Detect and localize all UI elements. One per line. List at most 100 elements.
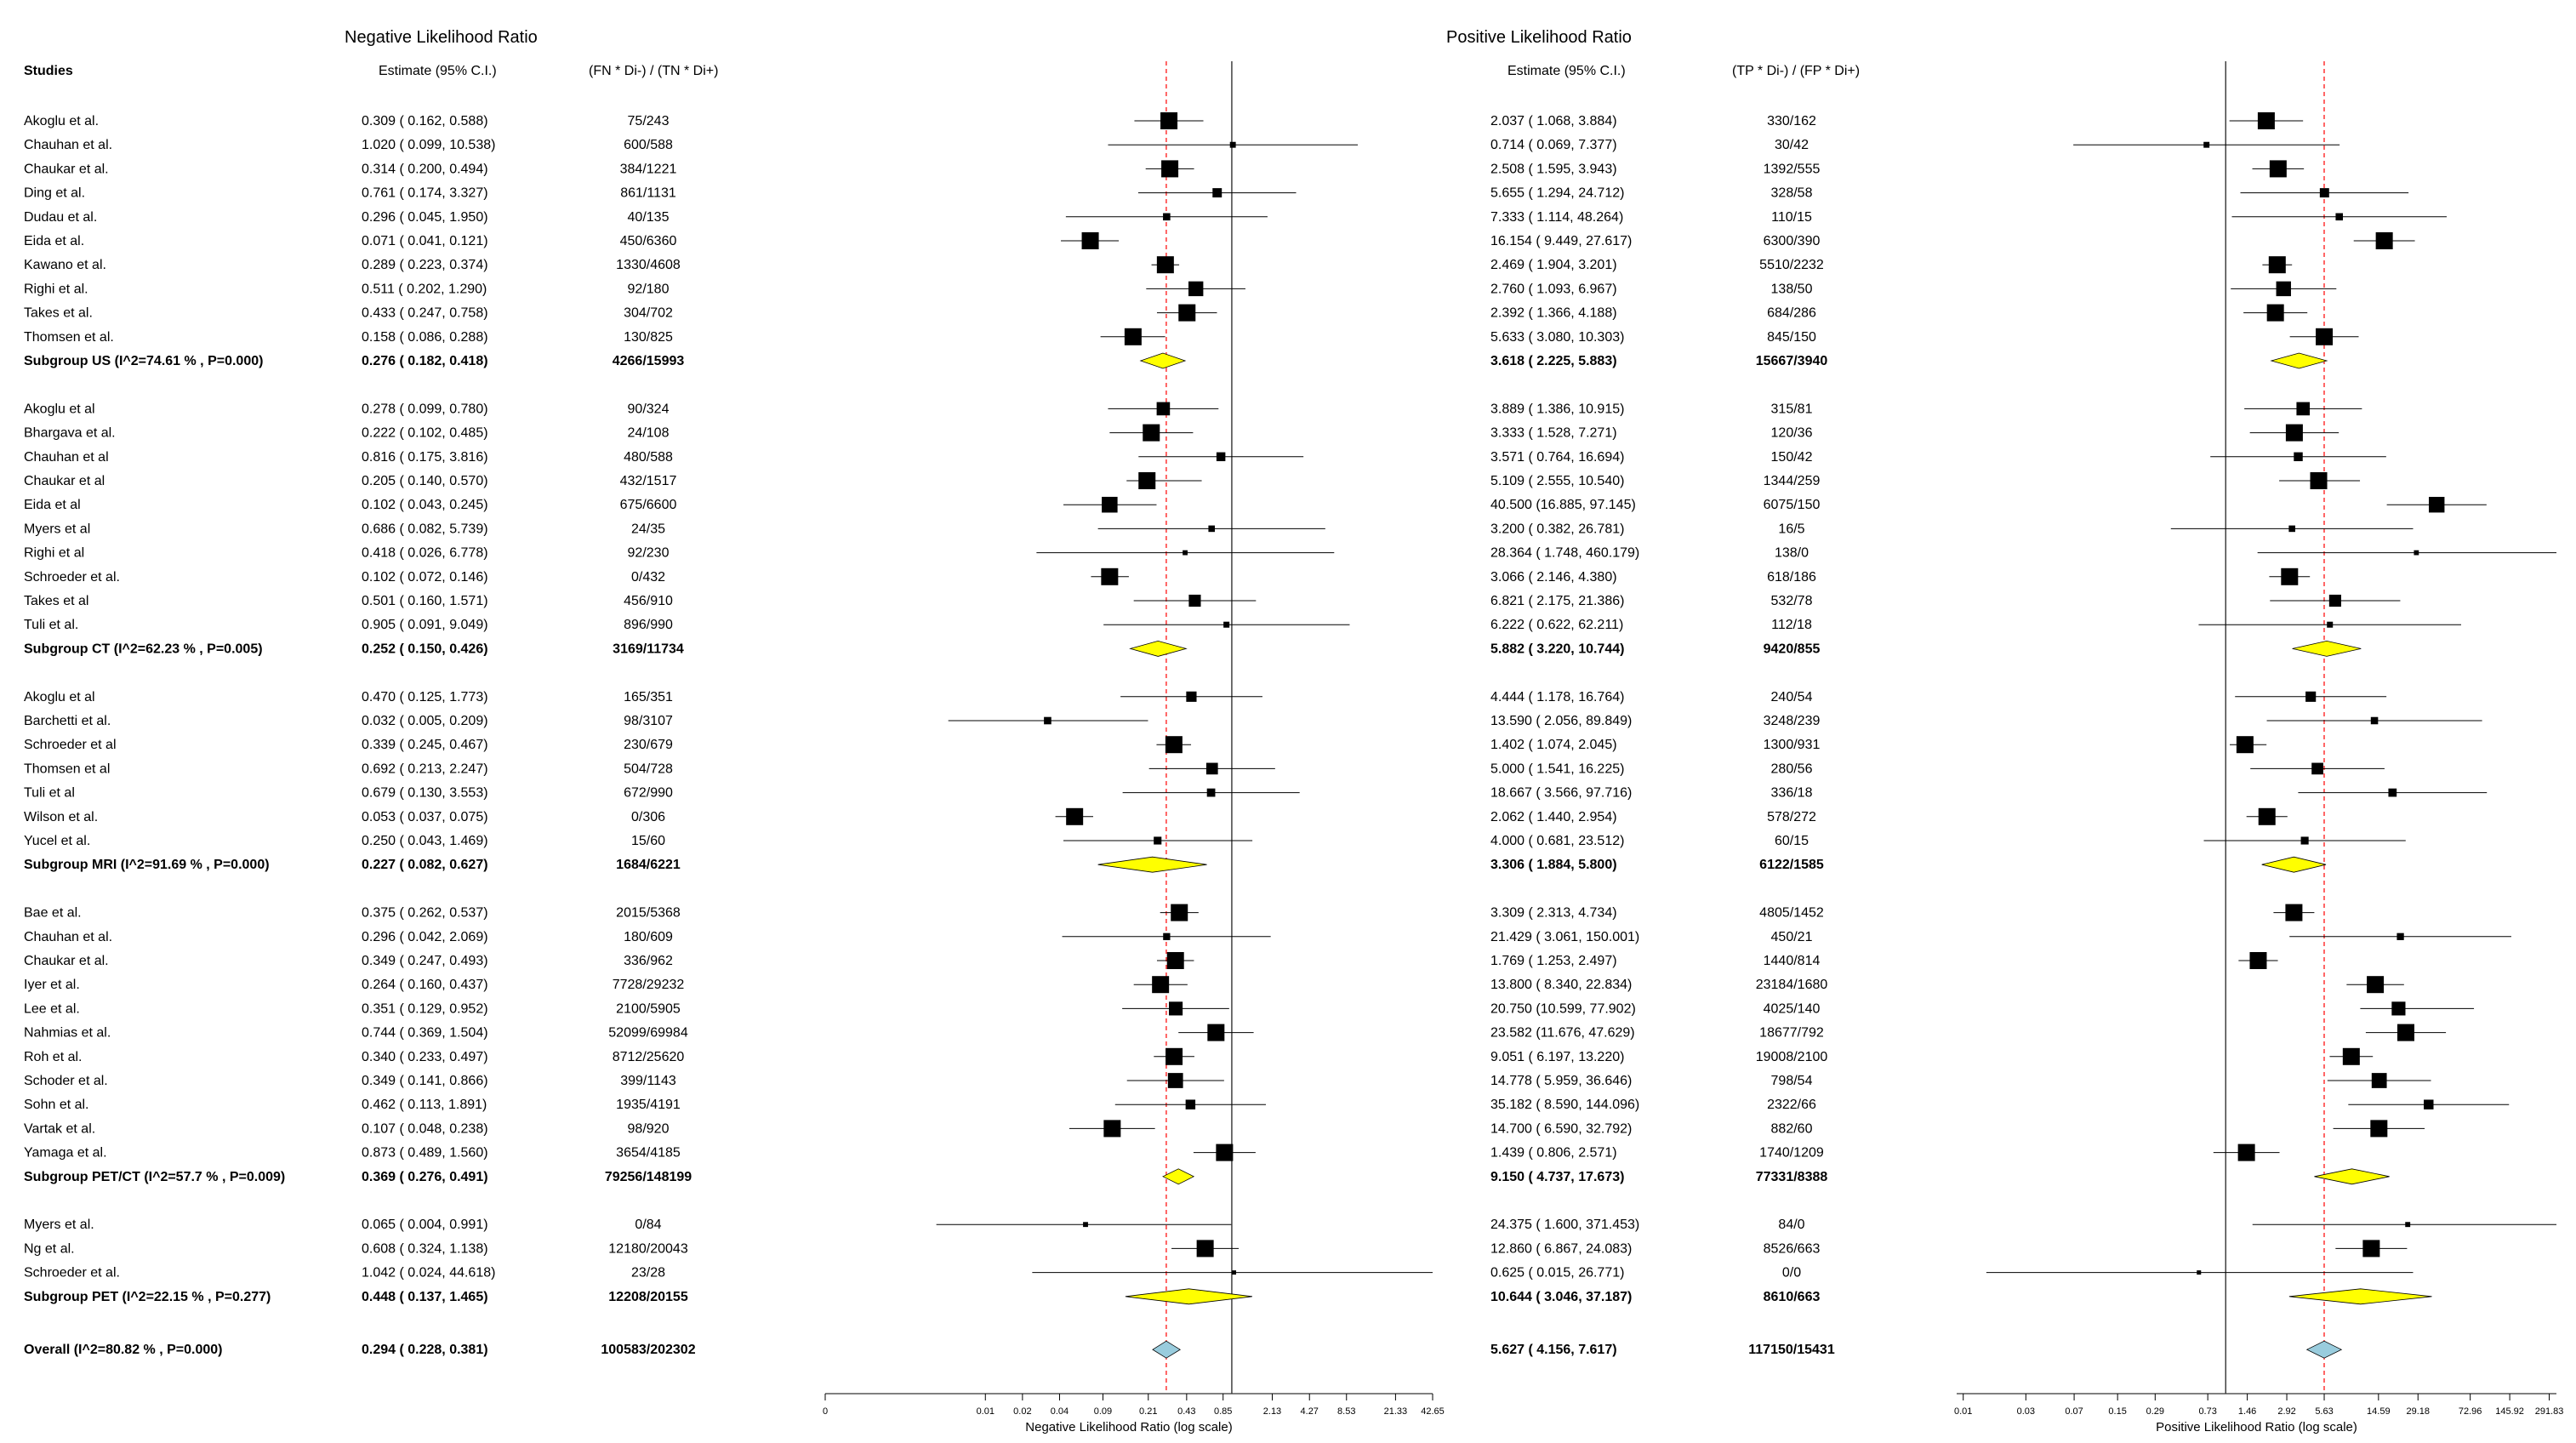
counts: 4025/140	[1764, 1001, 1821, 1016]
counts: 882/60	[1771, 1121, 1813, 1136]
estimate-ci: 0.714 ( 0.069, 7.377)	[1490, 138, 1617, 152]
estimate-ci: 2.508 ( 1.595, 3.943)	[1490, 162, 1617, 176]
counts: 384/1221	[620, 162, 677, 176]
counts: 240/54	[1771, 690, 1813, 704]
point-estimate	[1066, 807, 1084, 825]
point-estimate	[2249, 952, 2267, 969]
subgroup-diamond	[2288, 1288, 2432, 1305]
point-estimate	[2370, 716, 2379, 725]
study-name: Righi et al.	[24, 282, 88, 296]
estimate-ci: 0.065 ( 0.004, 0.991)	[362, 1218, 488, 1232]
counts: 450/21	[1771, 930, 1813, 944]
point-estimate	[2305, 691, 2317, 702]
point-estimate	[1143, 424, 1160, 442]
counts: 456/910	[624, 594, 673, 608]
counts: 15667/3940	[1756, 354, 1828, 368]
point-estimate	[2405, 1222, 2411, 1228]
estimate-ci: 0.501 ( 0.160, 1.571)	[362, 594, 488, 608]
point-estimate	[1103, 1120, 1121, 1138]
study-name: Myers et al	[24, 522, 90, 536]
point-estimate	[1212, 188, 1222, 198]
counts: 52099/69984	[608, 1026, 688, 1041]
estimate-ci: 0.264 ( 0.160, 0.437)	[362, 978, 488, 992]
counts: 100583/202302	[601, 1343, 695, 1357]
counts: 23/28	[631, 1266, 665, 1280]
counts: 15/60	[631, 834, 665, 848]
counts: 336/962	[624, 954, 673, 968]
counts: 230/679	[624, 738, 673, 752]
x-tick-label: 5.63	[2315, 1406, 2333, 1417]
x-tick-label: 0.01	[977, 1406, 994, 1417]
estimate-ci: 21.429 ( 3.061, 150.001)	[1490, 930, 1639, 944]
counts: 8526/663	[1764, 1241, 1821, 1256]
study-name: Schroeder et al.	[24, 570, 120, 585]
study-name: Takes et al.	[24, 306, 93, 321]
counts: 23184/1680	[1756, 978, 1828, 992]
x-tick-label: 291.83	[2535, 1406, 2564, 1417]
point-estimate	[1156, 402, 1171, 416]
point-estimate	[2391, 1001, 2406, 1016]
counts: 60/15	[1775, 834, 1809, 848]
counts: 336/18	[1771, 786, 1813, 801]
point-estimate	[2396, 1024, 2414, 1041]
estimate-ci: 5.882 ( 3.220, 10.744)	[1490, 642, 1624, 656]
estimate-header: Estimate (95% C.I.)	[1507, 64, 1626, 78]
counts: 798/54	[1771, 1074, 1813, 1088]
point-estimate	[2328, 594, 2341, 607]
counts: 24/108	[628, 426, 670, 441]
estimate-ci: 0.679 ( 0.130, 3.553)	[362, 786, 488, 801]
counts: 1440/814	[1764, 954, 1821, 968]
estimate-ci: 0.692 ( 0.213, 2.247)	[362, 761, 488, 776]
study-name: Righi et al	[24, 546, 84, 561]
x-tick-label: 0.29	[2146, 1406, 2164, 1417]
counts: 19008/2100	[1756, 1050, 1828, 1064]
counts: 1330/4608	[616, 258, 681, 272]
counts: 3169/11734	[613, 642, 684, 656]
estimate-ci: 3.309 ( 2.313, 4.734)	[1490, 906, 1617, 921]
point-estimate	[2285, 424, 2303, 442]
point-estimate	[2396, 933, 2404, 940]
counts: 8610/663	[1764, 1290, 1821, 1304]
point-estimate	[1216, 452, 1226, 462]
counts: 0/306	[631, 810, 665, 824]
estimate-ci: 0.296 ( 0.045, 1.950)	[362, 210, 488, 225]
counts: 280/56	[1771, 761, 1813, 776]
subgroup-diamond	[2270, 352, 2328, 369]
x-tick-label: 8.53	[1337, 1406, 1355, 1417]
estimate-ci: 5.627 ( 4.156, 7.617)	[1490, 1343, 1617, 1357]
study-name: Yamaga et al.	[24, 1146, 107, 1161]
point-estimate	[1101, 568, 1119, 585]
estimate-ci: 0.032 ( 0.005, 0.209)	[362, 714, 488, 728]
chart-title: Positive Likelihood Ratio	[1446, 28, 1632, 47]
estimate-ci: 6.821 ( 2.175, 21.386)	[1490, 594, 1624, 608]
point-estimate	[2285, 904, 2303, 921]
x-tick-label: 29.18	[2406, 1406, 2430, 1417]
estimate-ci: 1.020 ( 0.099, 10.538)	[362, 138, 495, 152]
estimate-ci: 2.392 ( 1.366, 4.188)	[1490, 306, 1617, 321]
point-estimate	[2371, 1073, 2387, 1088]
study-name: Eida et al.	[24, 234, 84, 248]
study-name: Thomsen et al.	[24, 330, 114, 345]
point-estimate	[2342, 1047, 2360, 1065]
estimate-ci: 0.222 ( 0.102, 0.485)	[362, 426, 488, 441]
counts: 24/35	[631, 522, 665, 536]
estimate-ci: 0.071 ( 0.041, 0.121)	[362, 234, 488, 248]
point-estimate	[1169, 1001, 1183, 1016]
subgroup-name: Subgroup CT (I^2=62.23 % , P=0.005)	[24, 642, 263, 656]
counts: 180/609	[624, 930, 673, 944]
estimate-ci: 3.333 ( 1.528, 7.271)	[1490, 426, 1617, 441]
point-estimate	[2414, 550, 2419, 556]
point-estimate	[1178, 304, 1196, 322]
counts: 138/50	[1771, 282, 1813, 296]
x-axis-label: Positive Likelihood Ratio (log scale)	[2156, 1420, 2357, 1434]
estimate-ci: 0.625 ( 0.015, 26.771)	[1490, 1266, 1624, 1280]
estimate-ci: 5.655 ( 1.294, 24.712)	[1490, 186, 1624, 201]
estimate-ci: 0.053 ( 0.037, 0.075)	[362, 810, 488, 824]
point-estimate	[2367, 976, 2385, 994]
counts: 399/1143	[620, 1074, 676, 1088]
point-estimate	[1138, 472, 1156, 489]
counts: 2100/5905	[616, 1001, 681, 1016]
counts: 2015/5368	[616, 906, 681, 921]
estimate-ci: 12.860 ( 6.867, 24.083)	[1490, 1241, 1632, 1256]
point-estimate	[1156, 256, 1174, 274]
